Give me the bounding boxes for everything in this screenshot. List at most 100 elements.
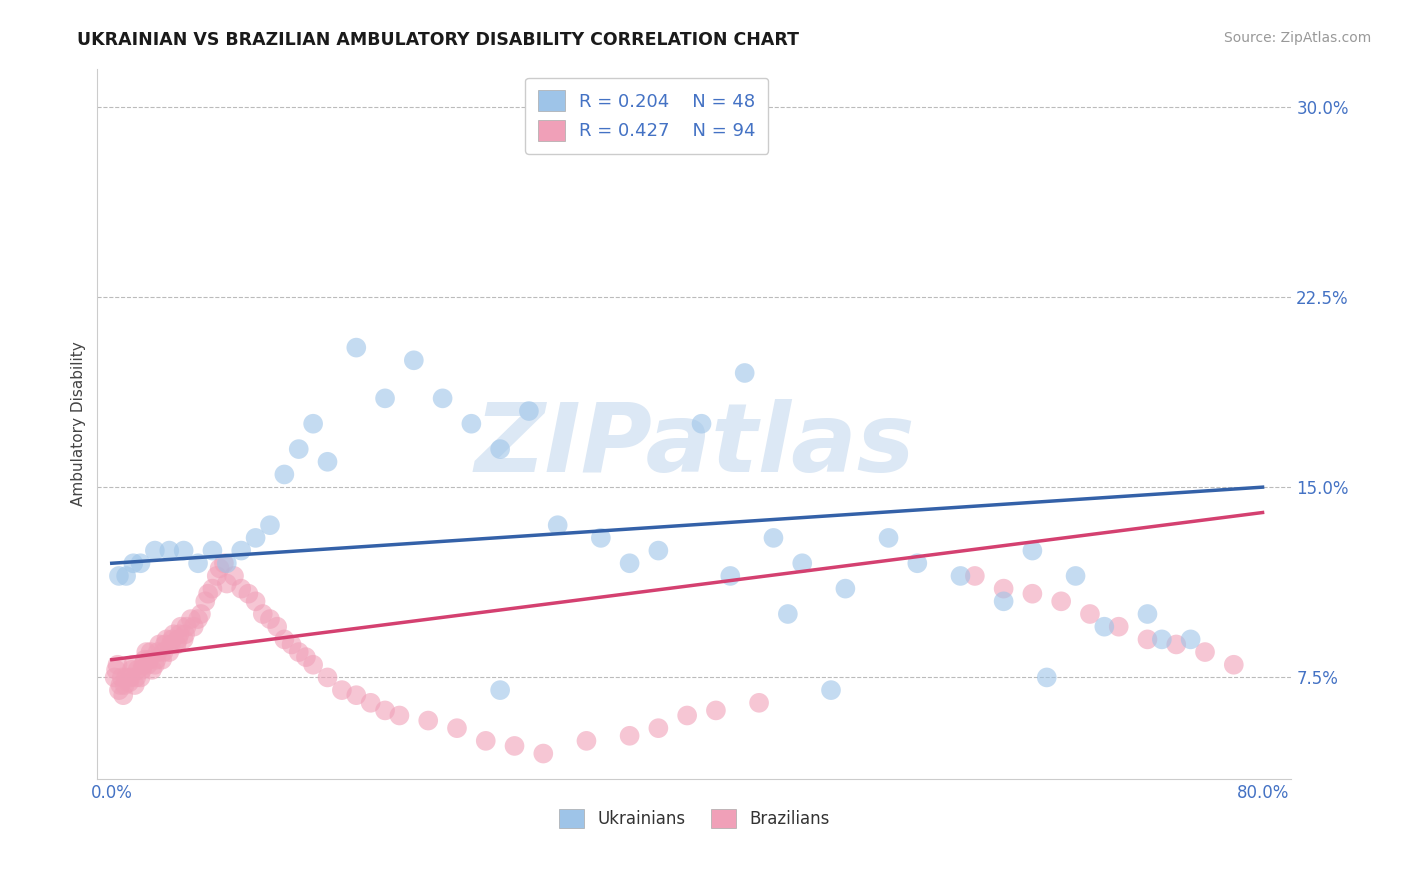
Point [122,657,145,672]
Point [160,632,183,647]
Point [820,683,842,698]
Point [155,632,177,647]
Point [388,708,411,723]
Point [118,675,141,690]
Point [287,442,309,456]
Point [162,627,184,641]
Point [316,670,339,684]
Point [330,683,353,698]
Point [183,620,205,634]
Point [245,594,267,608]
Point [114,678,136,692]
Point [105,663,128,677]
Point [718,569,741,583]
Point [146,645,169,659]
Point [187,556,209,570]
Point [197,587,219,601]
Point [124,678,146,692]
Point [208,561,231,575]
Point [905,556,928,570]
Point [108,569,131,583]
Point [1021,587,1043,601]
Point [222,569,245,583]
Point [302,657,325,672]
Point [834,582,856,596]
Point [647,543,669,558]
Text: UKRAINIAN VS BRAZILIAN AMBULATORY DISABILITY CORRELATION CHART: UKRAINIAN VS BRAZILIAN AMBULATORY DISABI… [77,31,800,49]
Point [1092,620,1115,634]
Point [201,543,224,558]
Point [1194,645,1216,659]
Point [187,612,209,626]
Point [266,620,288,634]
Point [993,582,1015,596]
Point [121,663,143,677]
Point [273,632,295,647]
Point [157,543,180,558]
Point [531,747,554,761]
Point [201,582,224,596]
Point [107,657,129,672]
Point [1180,632,1202,647]
Text: ZIPatlas: ZIPatlas [474,399,915,491]
Point [647,721,669,735]
Point [129,556,152,570]
Point [190,607,212,621]
Point [619,729,641,743]
Point [112,688,135,702]
Point [143,657,166,672]
Point [122,556,145,570]
Point [792,556,814,570]
Point [111,670,134,684]
Point [748,696,770,710]
Point [125,670,148,684]
Point [1136,607,1159,621]
Point [134,653,156,667]
Point [547,518,569,533]
Point [474,734,496,748]
Point [374,392,396,406]
Point [446,721,468,735]
Point [690,417,713,431]
Point [205,569,228,583]
Point [432,392,454,406]
Point [762,531,785,545]
Point [1078,607,1101,621]
Point [1223,657,1246,672]
Point [173,632,195,647]
Point [1050,594,1073,608]
Text: Source: ZipAtlas.com: Source: ZipAtlas.com [1223,31,1371,45]
Point [734,366,756,380]
Point [173,543,195,558]
Point [129,670,152,684]
Point [259,518,281,533]
Point [1136,632,1159,647]
Point [402,353,425,368]
Point [212,556,235,570]
Point [460,417,482,431]
Point [877,531,900,545]
Point [517,404,540,418]
Point [115,569,138,583]
Point [167,632,190,647]
Point [1150,632,1173,647]
Point [344,688,367,702]
Point [589,531,612,545]
Point [280,637,302,651]
Point [1021,543,1043,558]
Point [138,653,160,667]
Point [489,442,512,456]
Point [139,645,162,659]
Point [120,670,142,684]
Point [215,556,238,570]
Point [127,663,149,677]
Point [159,637,181,651]
Point [143,543,166,558]
Point [949,569,972,583]
Point [215,576,238,591]
Point [231,582,253,596]
Point [252,607,274,621]
Point [115,670,138,684]
Point [374,703,396,717]
Point [776,607,799,621]
